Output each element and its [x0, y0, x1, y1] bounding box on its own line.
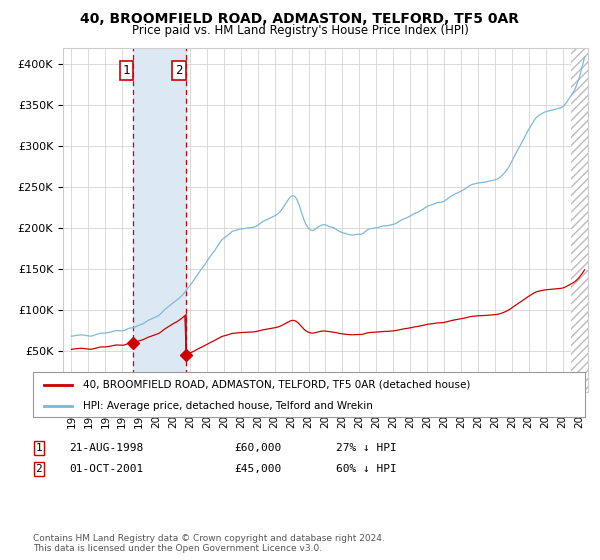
- Text: £45,000: £45,000: [234, 464, 281, 474]
- Bar: [133, 48, 186, 392]
- Text: 40, BROOMFIELD ROAD, ADMASTON, TELFORD, TF5 0AR: 40, BROOMFIELD ROAD, ADMASTON, TELFORD, …: [80, 12, 520, 26]
- Text: 1: 1: [35, 443, 43, 453]
- Text: 60% ↓ HPI: 60% ↓ HPI: [336, 464, 397, 474]
- Bar: [571, 48, 588, 392]
- Bar: [571, 48, 588, 392]
- Text: Contains HM Land Registry data © Crown copyright and database right 2024.
This d: Contains HM Land Registry data © Crown c…: [33, 534, 385, 553]
- Text: 01-OCT-2001: 01-OCT-2001: [69, 464, 143, 474]
- Text: 2: 2: [175, 64, 183, 77]
- Text: HPI: Average price, detached house, Telford and Wrekin: HPI: Average price, detached house, Telf…: [83, 401, 373, 411]
- Text: 40, BROOMFIELD ROAD, ADMASTON, TELFORD, TF5 0AR (detached house): 40, BROOMFIELD ROAD, ADMASTON, TELFORD, …: [83, 380, 470, 390]
- Text: 2: 2: [35, 464, 43, 474]
- Text: 1: 1: [122, 64, 130, 77]
- Text: £60,000: £60,000: [234, 443, 281, 453]
- Text: 21-AUG-1998: 21-AUG-1998: [69, 443, 143, 453]
- Text: Price paid vs. HM Land Registry's House Price Index (HPI): Price paid vs. HM Land Registry's House …: [131, 24, 469, 37]
- Text: 27% ↓ HPI: 27% ↓ HPI: [336, 443, 397, 453]
